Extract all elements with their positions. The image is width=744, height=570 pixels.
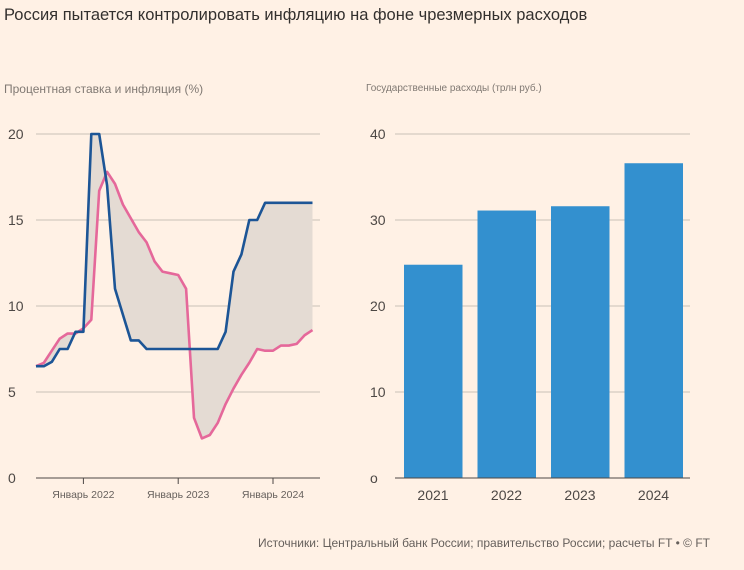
x-tick-label: 2021 — [417, 487, 448, 503]
x-tick-label: Январь 2023 — [147, 489, 209, 501]
y-tick-label: 10 — [8, 298, 24, 314]
y-tick-label: 15 — [8, 212, 24, 228]
y-tick-label: 20 — [370, 298, 386, 314]
y-tick-label: 30 — [370, 212, 386, 228]
source-note: Источники: Центральный банк России; прав… — [258, 536, 710, 550]
x-tick-label: 2024 — [638, 487, 669, 503]
bar-2024 — [624, 163, 683, 479]
bar-2021 — [404, 264, 463, 478]
x-tick-label: Январь 2022 — [52, 489, 114, 501]
bar-2022 — [477, 210, 536, 479]
right-chart-subtitle: Государственные расходы (трлн руб.) — [366, 83, 542, 94]
gap-shading — [36, 134, 313, 439]
series-line-key-rate — [36, 132, 313, 368]
left-chart-subtitle: Процентная ставка и инфляция (%) — [4, 82, 204, 96]
y-tick-label: 40 — [370, 126, 386, 142]
series-line-inflation — [35, 170, 314, 440]
y-tick-label: 5 — [8, 384, 16, 400]
x-tick-label: 2022 — [491, 487, 522, 503]
y-tick-label: 10 — [370, 384, 386, 400]
x-tick-label: Январь 2024 — [242, 489, 304, 501]
y-tick-label: 20 — [8, 126, 24, 142]
x-tick-label: 2023 — [564, 487, 595, 503]
y-tick-label: 0 — [8, 470, 16, 486]
bar-2023 — [551, 206, 610, 479]
chart-title: Россия пытается контролировать инфляцию … — [4, 6, 588, 24]
y-tick-label: о — [370, 470, 378, 486]
